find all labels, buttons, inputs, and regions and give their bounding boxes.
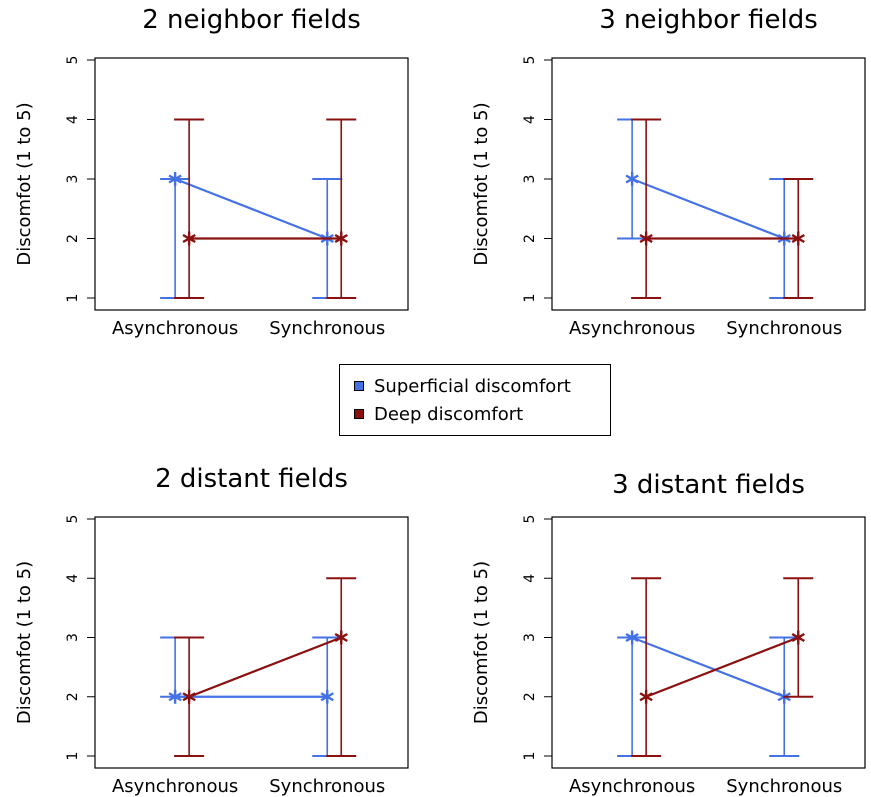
series-deep [174,118,357,299]
marker-stroke [168,692,182,702]
error-bar [631,577,662,757]
x-tick-label: Asynchronous [112,318,238,339]
y-tick-label: 4 [522,115,538,124]
series-deep [174,577,357,757]
chart-panel-4: 3 distant fields 1 2 3 4 5 Discomfot (1 to 5) A… [471,470,866,797]
y-tick-label: 3 [522,175,538,184]
y-tick-label: 3 [65,633,81,642]
data-point [625,630,639,645]
marker-stroke [625,632,639,643]
legend-item-deep: Deep discomfort [354,403,523,425]
series-superficial [160,172,343,299]
x-tick-label: Synchronous [726,318,842,339]
marker-stroke [182,233,196,244]
chart-title: 3 neighbor fields [599,5,818,35]
legend-swatch-superficial [354,381,364,391]
data-point [182,689,196,704]
y-tick-label: 5 [65,56,81,65]
data-point [334,630,348,645]
y-tick-label: 5 [522,56,538,65]
legend: Superficial discomfort Deep discomfort [339,364,611,436]
data-point [334,231,348,246]
series-superficial [617,630,800,757]
y-tick-label: 4 [65,115,81,124]
error-bar [160,178,191,299]
marker-stroke [639,692,653,702]
x-tick-label: Synchronous [269,776,385,797]
marker-stroke [182,692,196,702]
y-tick-label: 1 [522,752,538,761]
error-bar [326,118,357,299]
chart-panel-1: 2 neighbor fields 1 2 3 4 5 Discomfot (1 to 5)… [14,5,409,339]
series-line [645,636,799,698]
y-tick-label: 4 [65,574,81,583]
legend-label-deep: Deep discomfort [374,403,524,425]
y-axis-label: Discomfot (1 to 5) [471,102,492,265]
marker-stroke [168,174,182,184]
plot-area [94,516,409,769]
data-point [639,689,653,704]
legend-item-superficial: Superficial discomfort [354,375,571,397]
plot-area [551,516,866,769]
series-line [631,636,785,698]
marker-stroke [639,233,653,244]
y-tick-label: 3 [65,175,81,184]
x-tick-label: Asynchronous [112,776,238,797]
data-point [625,172,639,186]
x-tick-label: Synchronous [726,776,842,797]
data-point [639,231,653,246]
y-tick-label: 2 [522,692,538,701]
x-tick-label: Synchronous [269,318,385,339]
marker-stroke [791,233,805,244]
chart-title: 2 distant fields [155,464,348,494]
y-tick-label: 3 [522,633,538,642]
series-deep [631,577,814,757]
y-axis-label: Discomfot (1 to 5) [14,102,35,265]
error-bar [326,577,357,757]
series-superficial [617,118,800,299]
y-tick-label: 2 [522,234,538,243]
y-axis-label: Discomfot (1 to 5) [471,561,492,724]
chart-title: 3 distant fields [612,470,805,500]
marker-stroke [334,233,348,244]
error-bar [174,118,205,299]
marker-stroke [625,174,639,184]
legend-swatch-deep [354,409,364,419]
series-line [174,177,328,240]
marker-stroke [791,632,805,643]
error-bar [631,118,662,299]
y-tick-label: 5 [65,515,81,524]
chart-panel-2: 3 neighbor fields 1 2 3 4 5 Discomfot (1 to 5)… [471,5,866,339]
marker-stroke [320,692,334,702]
series-line [188,636,342,698]
y-tick-label: 1 [65,752,81,761]
data-point [168,172,182,186]
data-point [320,689,334,704]
y-tick-label: 1 [65,294,81,303]
data-point [791,231,805,246]
y-tick-label: 2 [65,234,81,243]
y-tick-label: 1 [522,294,538,303]
plot-area [94,57,409,311]
series-superficial [160,636,343,757]
plot-area [551,57,866,311]
error-bar [617,636,648,757]
y-tick-label: 4 [522,574,538,583]
y-tick-label: 5 [522,515,538,524]
series-line [631,177,785,240]
data-point [182,231,196,246]
legend-label-superficial: Superficial discomfort [374,375,571,397]
data-point [168,689,182,704]
y-axis-label: Discomfot (1 to 5) [14,561,35,724]
series-deep [631,118,814,299]
y-tick-label: 2 [65,692,81,701]
x-tick-label: Asynchronous [569,318,695,339]
chart-title: 2 neighbor fields [142,5,361,35]
marker-stroke [334,632,348,643]
x-tick-label: Asynchronous [569,776,695,797]
chart-panel-3: 2 distant fields 1 2 3 4 5 Discomfot (1 to 5) A… [14,464,409,797]
error-bar [160,636,191,698]
data-point [791,630,805,645]
